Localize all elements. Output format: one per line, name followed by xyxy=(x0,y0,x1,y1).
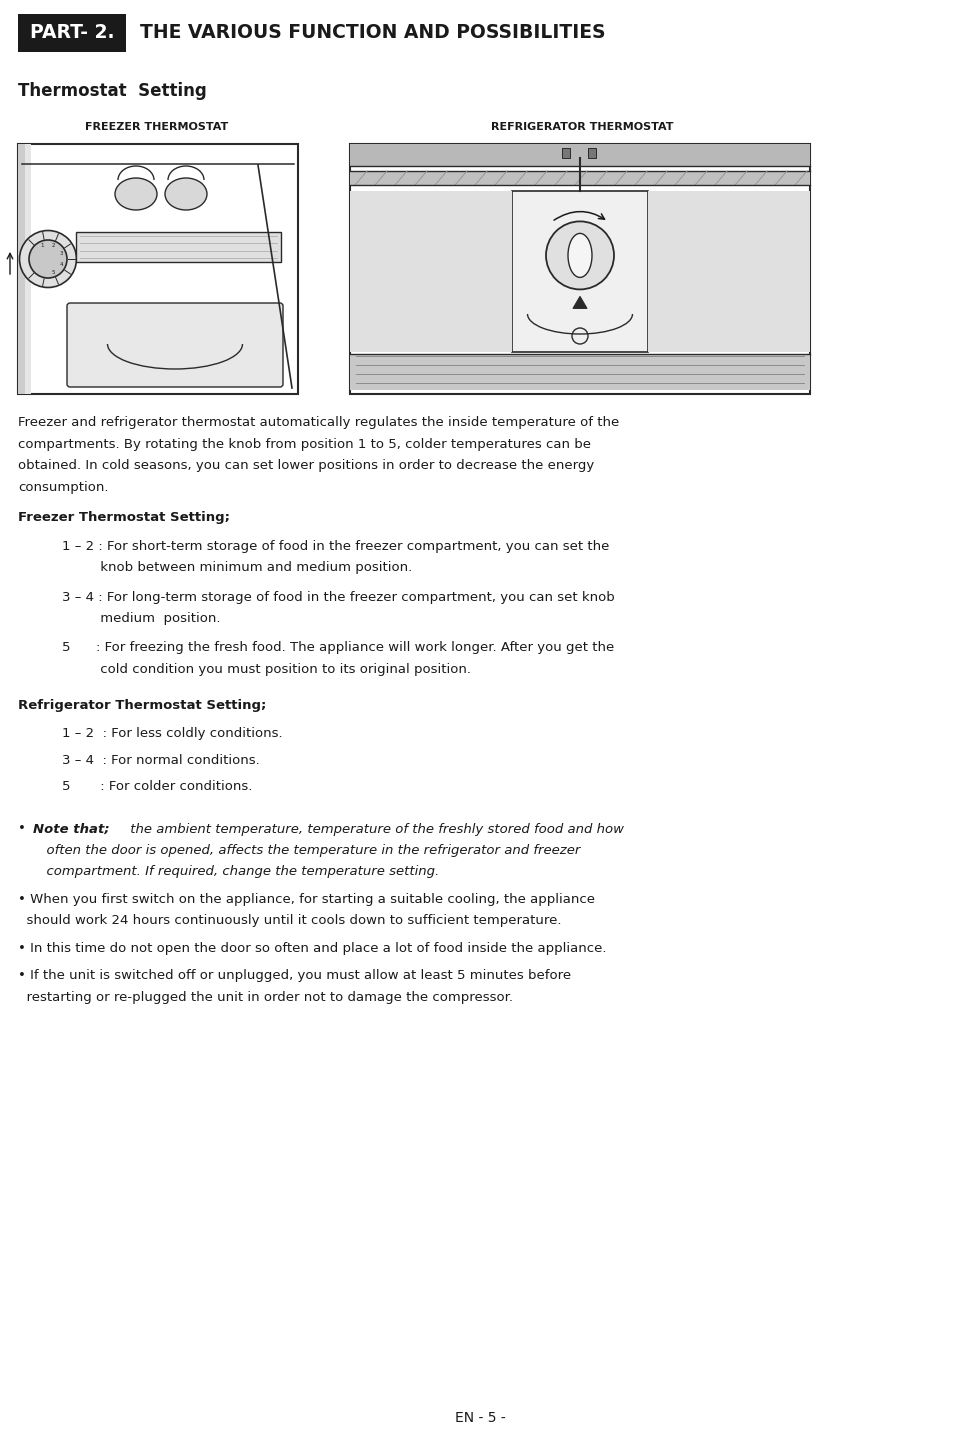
Text: cold condition you must position to its original position.: cold condition you must position to its … xyxy=(62,663,471,676)
Bar xyxy=(512,191,648,353)
Text: 5      : For freezing the fresh food. The appliance will work longer. After you : 5 : For freezing the fresh food. The app… xyxy=(62,642,614,655)
Circle shape xyxy=(19,231,77,288)
Polygon shape xyxy=(573,296,587,308)
Text: •: • xyxy=(18,822,30,835)
Text: obtained. In cold seasons, you can set lower positions in order to decrease the : obtained. In cold seasons, you can set l… xyxy=(18,460,594,473)
Ellipse shape xyxy=(115,178,157,210)
Text: EN - 5 -: EN - 5 - xyxy=(455,1410,505,1425)
Text: Freezer and refrigerator thermostat automatically regulates the inside temperatu: Freezer and refrigerator thermostat auto… xyxy=(18,416,619,429)
Text: compartment. If required, change the temperature setting.: compartment. If required, change the tem… xyxy=(38,866,440,879)
Bar xyxy=(562,147,570,158)
Text: the ambient temperature, temperature of the freshly stored food and how: the ambient temperature, temperature of … xyxy=(126,822,624,835)
Ellipse shape xyxy=(568,234,592,277)
Text: 2: 2 xyxy=(52,243,55,249)
Text: should work 24 hours continuously until it cools down to sufficient temperature.: should work 24 hours continuously until … xyxy=(18,915,562,928)
Bar xyxy=(18,144,298,394)
Bar xyxy=(350,191,512,353)
Text: 5: 5 xyxy=(52,270,55,275)
Text: 5       : For colder conditions.: 5 : For colder conditions. xyxy=(62,780,252,793)
Text: Refrigerator Thermostat Setting;: Refrigerator Thermostat Setting; xyxy=(18,698,266,711)
Text: compartments. By rotating the knob from position 1 to 5, colder temperatures can: compartments. By rotating the knob from … xyxy=(18,438,591,451)
Circle shape xyxy=(546,221,614,289)
Text: medium  position.: medium position. xyxy=(62,613,221,626)
Text: 1 – 2  : For less coldly conditions.: 1 – 2 : For less coldly conditions. xyxy=(62,727,282,740)
Ellipse shape xyxy=(165,178,207,210)
FancyBboxPatch shape xyxy=(18,14,126,52)
Text: • In this time do not open the door so often and place a lot of food inside the : • In this time do not open the door so o… xyxy=(18,942,607,955)
Bar xyxy=(350,171,810,185)
Text: REFRIGERATOR THERMOSTAT: REFRIGERATOR THERMOSTAT xyxy=(491,121,673,131)
Text: • When you first switch on the appliance, for starting a suitable cooling, the a: • When you first switch on the appliance… xyxy=(18,893,595,906)
Bar xyxy=(18,144,25,394)
Text: Note that;: Note that; xyxy=(33,822,109,835)
Text: knob between minimum and medium position.: knob between minimum and medium position… xyxy=(62,561,412,574)
Bar xyxy=(588,147,596,158)
Circle shape xyxy=(572,328,588,344)
Text: 4: 4 xyxy=(60,262,63,267)
Text: Thermostat  Setting: Thermostat Setting xyxy=(18,82,206,100)
Text: 3 – 4  : For normal conditions.: 3 – 4 : For normal conditions. xyxy=(62,753,260,766)
Bar xyxy=(350,144,810,166)
Bar xyxy=(350,354,810,390)
Text: • If the unit is switched off or unplugged, you must allow at least 5 minutes be: • If the unit is switched off or unplugg… xyxy=(18,970,571,983)
Bar xyxy=(76,233,281,262)
Text: often the door is opened, affects the temperature in the refrigerator and freeze: often the door is opened, affects the te… xyxy=(38,844,581,857)
Text: 1 – 2 : For short-term storage of food in the freezer compartment, you can set t: 1 – 2 : For short-term storage of food i… xyxy=(62,539,610,552)
Text: 3: 3 xyxy=(60,251,63,256)
Text: restarting or re-plugged the unit in order not to damage the compressor.: restarting or re-plugged the unit in ord… xyxy=(18,991,513,1004)
Text: Freezer Thermostat Setting;: Freezer Thermostat Setting; xyxy=(18,512,230,525)
Text: 3 – 4 : For long-term storage of food in the freezer compartment, you can set kn: 3 – 4 : For long-term storage of food in… xyxy=(62,591,614,604)
FancyBboxPatch shape xyxy=(67,303,283,387)
Text: FREEZER THERMOSTAT: FREEZER THERMOSTAT xyxy=(85,121,228,131)
Bar xyxy=(350,144,810,394)
Bar xyxy=(648,191,810,353)
Text: PART- 2.: PART- 2. xyxy=(30,23,114,42)
Bar xyxy=(25,144,31,394)
Circle shape xyxy=(29,240,67,277)
Text: 1: 1 xyxy=(41,243,44,249)
Text: consumption.: consumption. xyxy=(18,481,108,494)
Text: THE VARIOUS FUNCTION AND POSSIBILITIES: THE VARIOUS FUNCTION AND POSSIBILITIES xyxy=(140,23,606,42)
